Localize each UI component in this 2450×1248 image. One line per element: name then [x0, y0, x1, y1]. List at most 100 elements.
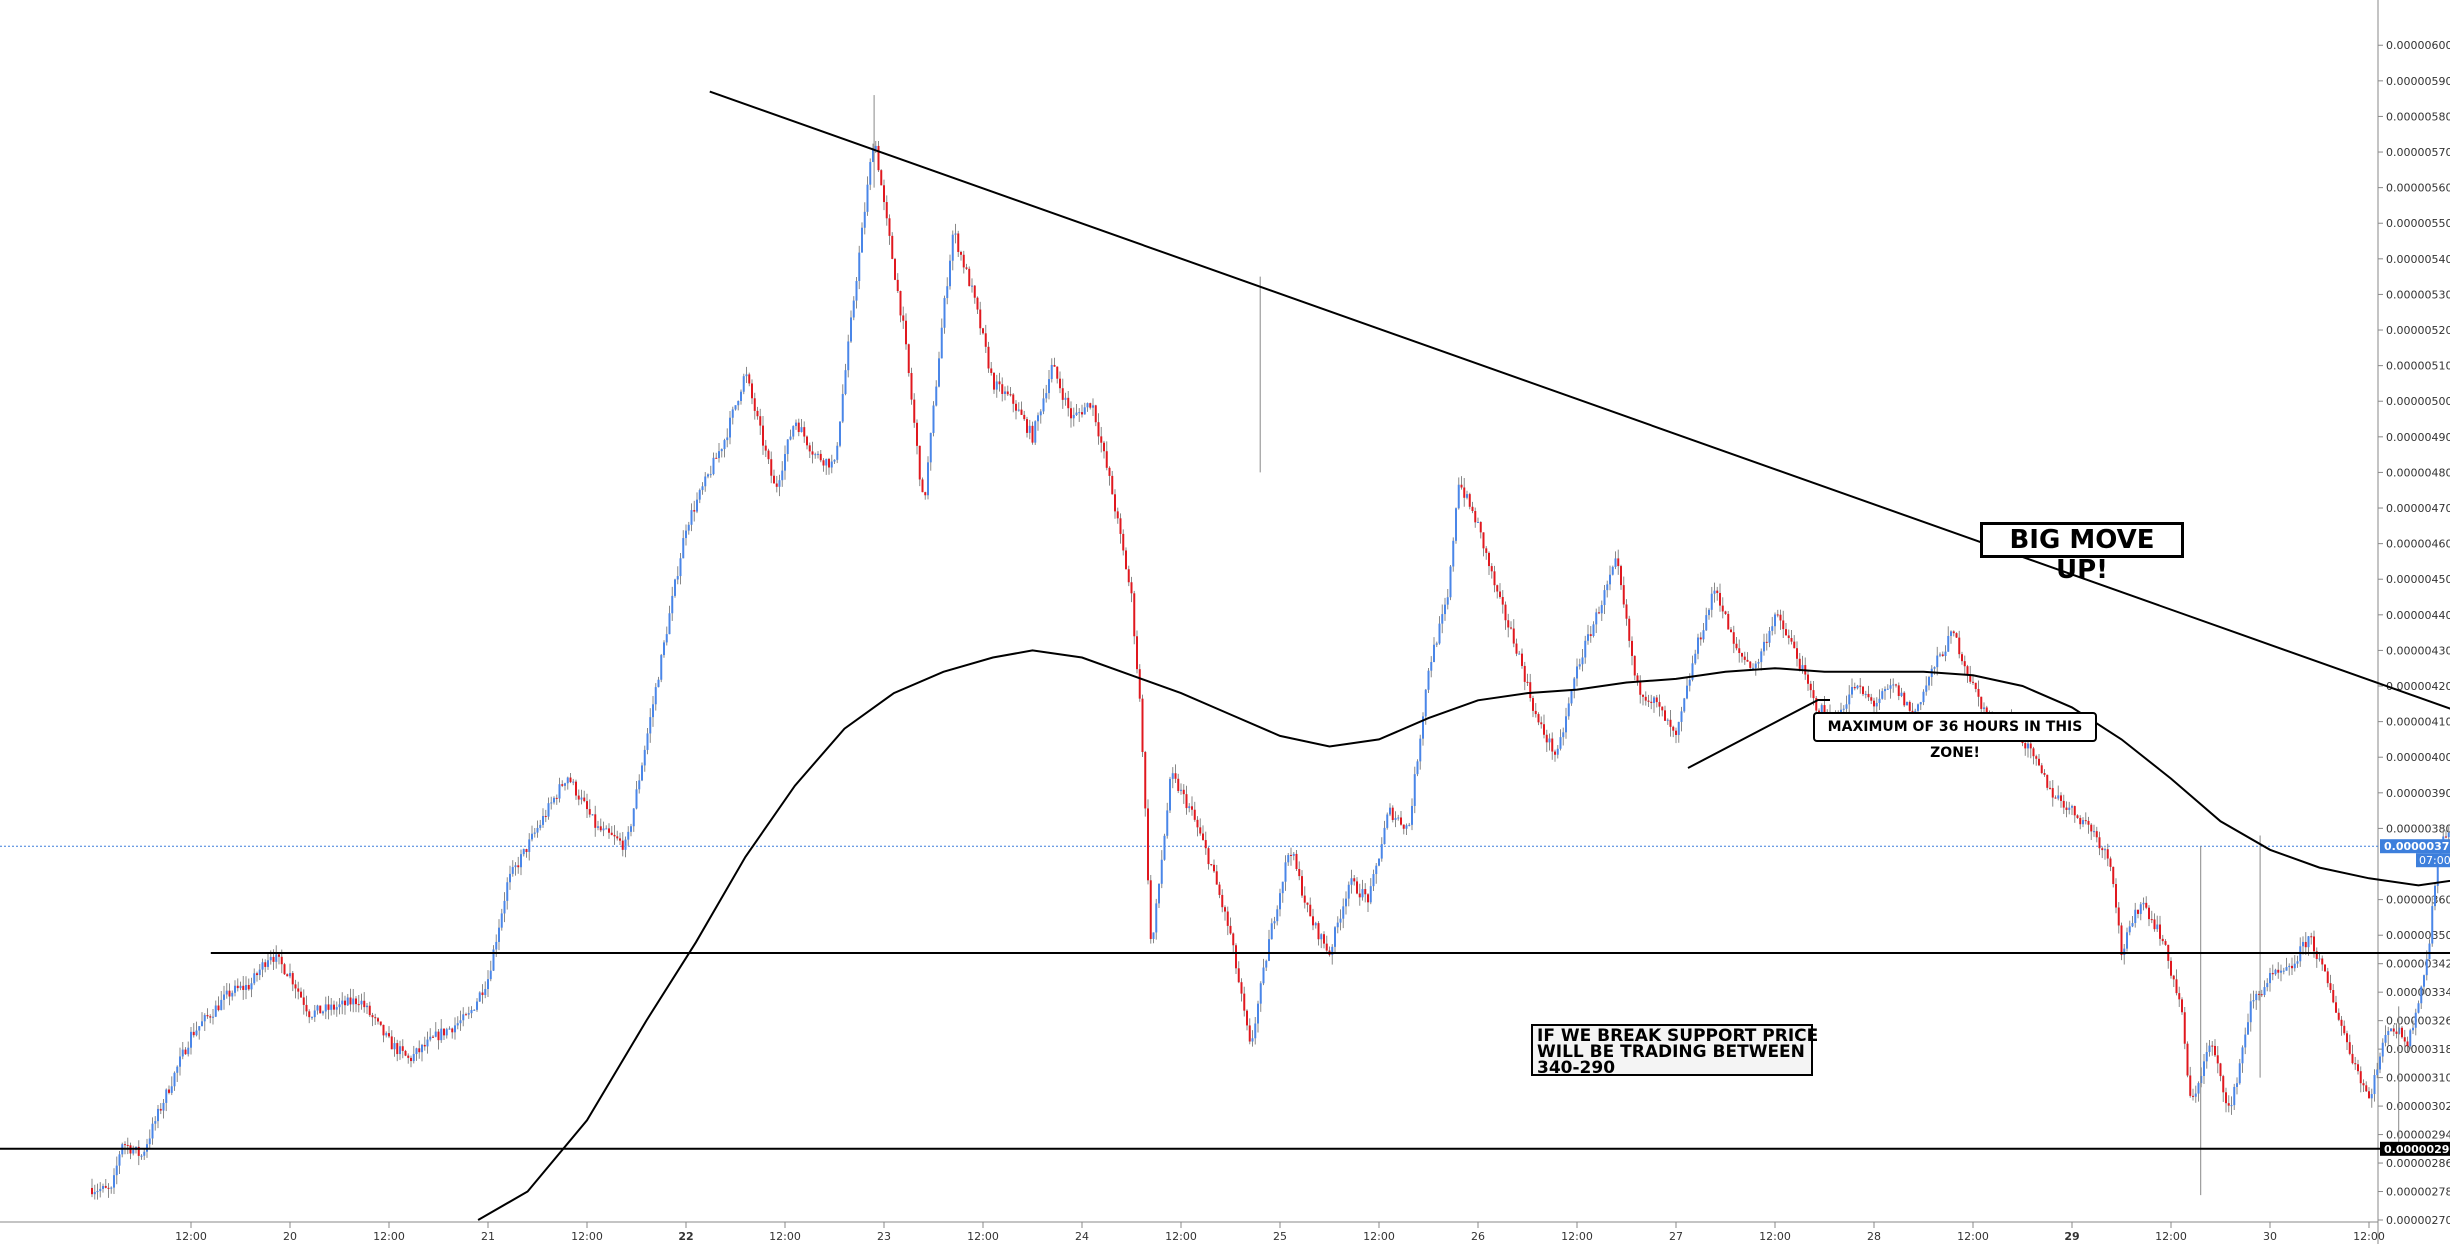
candle-body [448, 1028, 451, 1030]
candle-body [1122, 533, 1125, 551]
candle-body [671, 595, 674, 614]
candle-body [951, 234, 954, 261]
price-tick-label: 0.00000480 [2386, 466, 2450, 479]
candle-body [1224, 907, 1226, 912]
candle-body [2249, 1001, 2252, 1023]
candle-body [132, 1149, 135, 1154]
candle-body [192, 1031, 195, 1036]
time-tick-label: 12:00 [1165, 1230, 1197, 1243]
time-tick-label: 29 [2064, 1230, 2079, 1243]
candle-body [2315, 951, 2318, 959]
candle-body [2406, 1041, 2409, 1047]
candle-body [2324, 964, 2326, 972]
candle-body [2128, 926, 2131, 933]
candle-body [1246, 1010, 1248, 1026]
candle-body [2390, 1028, 2392, 1032]
candle-body [1595, 612, 1598, 625]
candle-body [1705, 615, 1708, 631]
candle-body [883, 185, 885, 203]
candle-body [1881, 691, 1884, 699]
candle-body [877, 145, 880, 171]
candle-body [1631, 640, 1633, 656]
candle-body [921, 479, 924, 493]
candle-body [1100, 436, 1103, 443]
candle-body [2379, 1056, 2381, 1070]
candle-body [2376, 1069, 2379, 1076]
candle-body [632, 808, 635, 827]
candle-body [1886, 688, 1889, 690]
candle-body [465, 1014, 467, 1016]
candle-body [938, 358, 940, 387]
candle-body [1540, 722, 1543, 725]
candle-body [1716, 590, 1719, 593]
candle-body [341, 1000, 344, 1005]
candle-body [126, 1144, 129, 1146]
candle-body [1952, 631, 1955, 634]
candle-body [803, 427, 806, 437]
candle-body [1757, 662, 1760, 664]
annotation-big-move[interactable]: BIG MOVE UP! [1980, 522, 2184, 585]
candle-body [2079, 817, 2082, 825]
candle-body [1012, 394, 1015, 404]
candle-body [649, 717, 652, 734]
trendlines[interactable] [0, 90, 2450, 1150]
candle-body [1045, 393, 1048, 399]
candle-body [2387, 1031, 2390, 1035]
price-label-bg [2380, 839, 2450, 854]
candle-body [687, 524, 690, 531]
candle-body [2340, 1019, 2343, 1026]
candle-body [833, 459, 836, 462]
candle-body [2269, 973, 2271, 984]
candle-body [927, 462, 929, 496]
candle-body [726, 437, 729, 441]
candle-body [580, 797, 583, 800]
candle-body [374, 1017, 377, 1019]
candle-body [602, 828, 605, 831]
candle-body [756, 410, 759, 417]
candle-body [575, 781, 577, 796]
candle-body [2225, 1092, 2227, 1104]
candle-body [217, 1005, 220, 1011]
candle-body [894, 258, 896, 280]
candle-body [531, 833, 533, 840]
candle-body [286, 974, 289, 977]
candle-body [1521, 653, 1523, 666]
annotation-support-line-2: WILL BE TRADING BETWEEN [1537, 1042, 1805, 1062]
candle-body [627, 831, 630, 840]
candle-body [990, 368, 993, 373]
candle-body [2293, 963, 2296, 969]
candle-body [509, 873, 511, 883]
candle-body [1116, 511, 1119, 519]
candle-body [1361, 889, 1364, 898]
candle-body [1048, 379, 1050, 394]
candle-body [1752, 667, 1754, 669]
candle-body [792, 426, 795, 437]
candle-body [971, 285, 973, 287]
candle-body [1820, 705, 1823, 713]
price-labels: 0.00000375 0.00000290 07:00 [2380, 839, 2450, 1156]
candle-body [940, 327, 943, 359]
candle-body [597, 826, 599, 828]
candle-body [1452, 540, 1455, 567]
candle-body [1479, 521, 1482, 533]
candle-body [987, 346, 990, 369]
candle-body [401, 1046, 404, 1051]
candle-body [159, 1108, 162, 1111]
candle-body [1523, 665, 1526, 682]
candle-body [1889, 685, 1892, 689]
candle-body [258, 969, 261, 976]
annotation-support-break[interactable]: IF WE BREAK SUPPORT PRICE WILL BE TRADIN… [1531, 1024, 1818, 1077]
candle-body [1944, 651, 1947, 656]
candle-body [1774, 614, 1776, 627]
annotation-max-zone[interactable]: MAXIMUM OF 36 HOURS IN THIS ZONE! [1813, 712, 2097, 761]
candle-body [118, 1154, 121, 1166]
candle-body [327, 1004, 330, 1010]
candle-body [1653, 697, 1655, 703]
candle-body [2186, 1043, 2189, 1076]
candle-body [819, 453, 822, 461]
candle-body [344, 1000, 346, 1006]
candle-body [1031, 425, 1034, 443]
price-tick-label: 0.00000450 [2386, 573, 2450, 586]
